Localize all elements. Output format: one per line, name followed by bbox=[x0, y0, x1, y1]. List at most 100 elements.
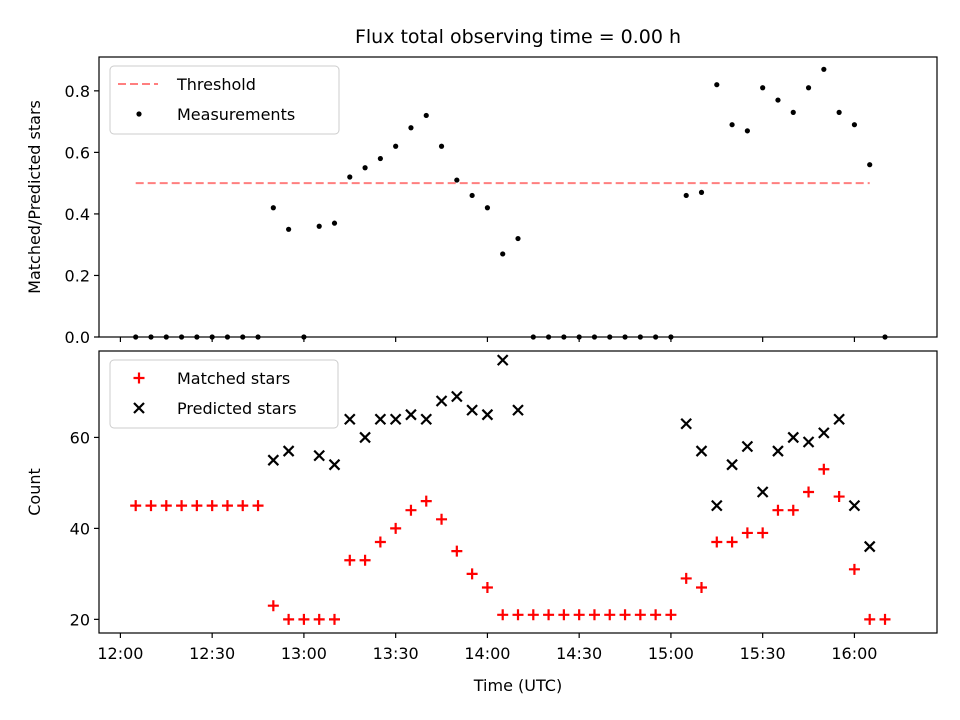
bottom-data-point bbox=[818, 427, 830, 439]
bottom-data-point bbox=[481, 582, 493, 594]
bottom-data-point bbox=[741, 440, 754, 453]
bottom-data-point bbox=[726, 536, 738, 548]
bottom-data-point bbox=[879, 613, 891, 625]
top-data-point bbox=[438, 143, 445, 149]
bottom-x-axis-label: Time (UTC) bbox=[473, 676, 562, 695]
bottom-data-point bbox=[802, 436, 815, 448]
top-data-point bbox=[500, 251, 506, 257]
bottom-data-point bbox=[848, 499, 861, 512]
top-data-point bbox=[515, 235, 521, 242]
x-tick-label: 16:00 bbox=[831, 644, 877, 663]
x-tick-label: 14:30 bbox=[556, 644, 602, 663]
bottom-data-point bbox=[741, 527, 753, 539]
top-data-point bbox=[316, 223, 322, 229]
bottom-data-point bbox=[145, 500, 157, 512]
top-data-point bbox=[393, 143, 399, 149]
bottom-data-point bbox=[496, 354, 509, 366]
x-tick-label: 13:30 bbox=[373, 644, 419, 663]
bottom-data-point bbox=[390, 522, 402, 534]
top-y-tick-label: 0.0 bbox=[65, 328, 90, 347]
top-plot-frame bbox=[98, 56, 938, 338]
bottom-data-point bbox=[787, 431, 800, 444]
bottom-data-point bbox=[833, 491, 845, 503]
bottom-data-point bbox=[558, 609, 570, 621]
top-data-point bbox=[729, 122, 735, 128]
legend-marker-swatch bbox=[136, 111, 142, 117]
bottom-data-point bbox=[864, 613, 876, 625]
bottom-data-point bbox=[680, 572, 692, 584]
bottom-data-point bbox=[573, 609, 585, 621]
bottom-data-point bbox=[711, 499, 723, 512]
top-y-tick-label: 0.8 bbox=[65, 82, 90, 101]
bottom-data-point bbox=[665, 609, 677, 621]
top-data-point bbox=[836, 109, 842, 115]
top-data-point bbox=[484, 205, 491, 211]
legend-marker-swatch bbox=[133, 372, 145, 384]
bottom-data-point bbox=[772, 445, 784, 457]
bottom-data-point bbox=[466, 404, 478, 416]
bottom-data-point bbox=[267, 600, 279, 612]
bottom-data-point bbox=[420, 495, 432, 507]
top-y-tick-label: 0.2 bbox=[65, 266, 90, 285]
bottom-data-point bbox=[221, 500, 233, 512]
bottom-data-point bbox=[481, 408, 494, 421]
bottom-data-point bbox=[451, 390, 463, 403]
bottom-y-tick-label: 20 bbox=[70, 610, 90, 629]
legend-entry-label: Measurements bbox=[177, 105, 295, 124]
top-panel: 0.0 0.2 0.4 0.6 0.8 Matched/Predicted stars Th… bbox=[25, 56, 938, 347]
bottom-data-point bbox=[497, 609, 509, 621]
top-data-point bbox=[683, 192, 689, 199]
bottom-data-point bbox=[757, 527, 769, 539]
bottom-data-point bbox=[328, 613, 340, 625]
bottom-data-point bbox=[130, 500, 142, 512]
bottom-data-point bbox=[282, 445, 295, 457]
bottom-data-point bbox=[512, 404, 524, 416]
bottom-y-axis-label: Count bbox=[25, 468, 44, 516]
bottom-y-tick-label: 60 bbox=[70, 428, 90, 447]
legend-entry-label: Matched stars bbox=[177, 369, 290, 388]
bottom-data-point bbox=[176, 500, 188, 512]
bottom-data-point bbox=[389, 413, 402, 426]
bottom-legend-box bbox=[109, 359, 339, 429]
bottom-data-point bbox=[863, 540, 876, 553]
top-data-point bbox=[331, 220, 338, 226]
bottom-data-point bbox=[787, 504, 799, 516]
bottom-data-point bbox=[420, 413, 433, 426]
top-data-point bbox=[775, 97, 781, 103]
top-data-point bbox=[469, 192, 475, 199]
bottom-data-point bbox=[756, 486, 769, 498]
bottom-data-point bbox=[634, 609, 646, 621]
legend-entry-label: Predicted stars bbox=[177, 399, 297, 418]
bottom-data-point bbox=[344, 554, 356, 566]
top-data-point bbox=[714, 82, 720, 88]
bottom-data-point bbox=[512, 609, 524, 621]
x-tick-label: 14:00 bbox=[464, 644, 510, 663]
bottom-y-tick-label: 40 bbox=[70, 519, 90, 538]
top-y-tick-label: 0.6 bbox=[65, 143, 90, 162]
bottom-data-point bbox=[711, 536, 723, 548]
top-data-point bbox=[867, 162, 873, 168]
top-data-point bbox=[270, 205, 276, 211]
x-tick-label: 13:00 bbox=[281, 644, 327, 663]
x-tick-label: 15:00 bbox=[648, 644, 694, 663]
bottom-data-point bbox=[267, 454, 280, 466]
top-legend: Threshold Measurements bbox=[109, 65, 340, 135]
bottom-data-point bbox=[405, 504, 417, 516]
bottom-data-point bbox=[359, 431, 371, 444]
bottom-data-point bbox=[405, 408, 417, 421]
bottom-data-point bbox=[344, 413, 356, 426]
bottom-data-point bbox=[604, 609, 616, 621]
top-data-point bbox=[790, 109, 796, 115]
bottom-data-point bbox=[436, 513, 448, 525]
bottom-data-point bbox=[818, 463, 830, 475]
top-data-point bbox=[744, 128, 750, 134]
x-tick-label: 15:30 bbox=[740, 644, 786, 663]
bottom-data-point bbox=[619, 609, 631, 621]
top-data-point bbox=[698, 189, 705, 195]
bottom-data-point bbox=[833, 413, 845, 426]
bottom-data-point bbox=[298, 613, 310, 625]
bottom-data-point bbox=[435, 395, 448, 407]
x-tick-label: 12:30 bbox=[189, 644, 235, 663]
top-data-point bbox=[423, 112, 429, 119]
bottom-data-point bbox=[543, 609, 555, 621]
